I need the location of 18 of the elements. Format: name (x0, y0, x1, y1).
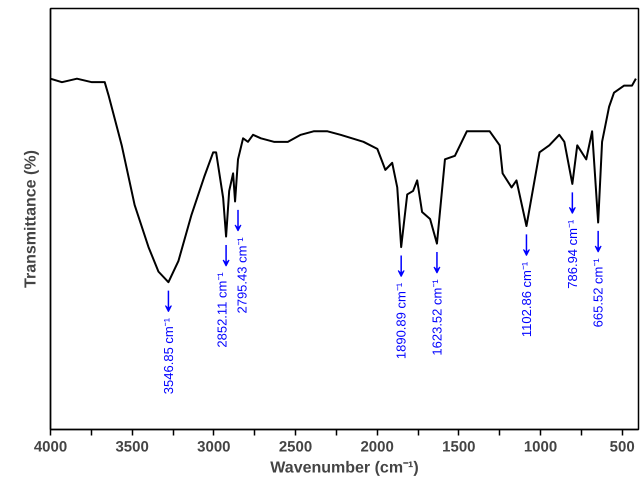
annotation: 1102.86 cm⁻¹ (518, 261, 534, 338)
annotation: 2852.11 cm⁻¹ (214, 272, 230, 348)
x-tick-label: 2000 (360, 438, 394, 456)
x-tick-label: 3500 (115, 438, 149, 456)
x-tick-label: 500 (610, 438, 635, 456)
x-tick-label: 1000 (524, 438, 558, 456)
y-axis-title: Transmittance (%) (22, 150, 40, 288)
annotation: 665.52 cm⁻¹ (590, 258, 606, 328)
x-tick-label: 3000 (197, 438, 231, 456)
annotation: 1890.89 cm⁻¹ (394, 282, 409, 360)
x-axis-title: Wavenumber (cm⁻¹) (270, 460, 419, 476)
x-tick-label: 2500 (278, 438, 312, 456)
annotation: 2795.43 cm⁻¹ (234, 236, 250, 314)
x-tick-label: 1500 (442, 438, 476, 456)
annotation: 786.94 cm⁻¹ (564, 219, 580, 289)
annotation: 1623.52 cm⁻¹ (429, 278, 444, 356)
annotation: 3546.85 cm⁻¹ (160, 317, 176, 394)
x-tick-label: 4000 (34, 438, 68, 456)
